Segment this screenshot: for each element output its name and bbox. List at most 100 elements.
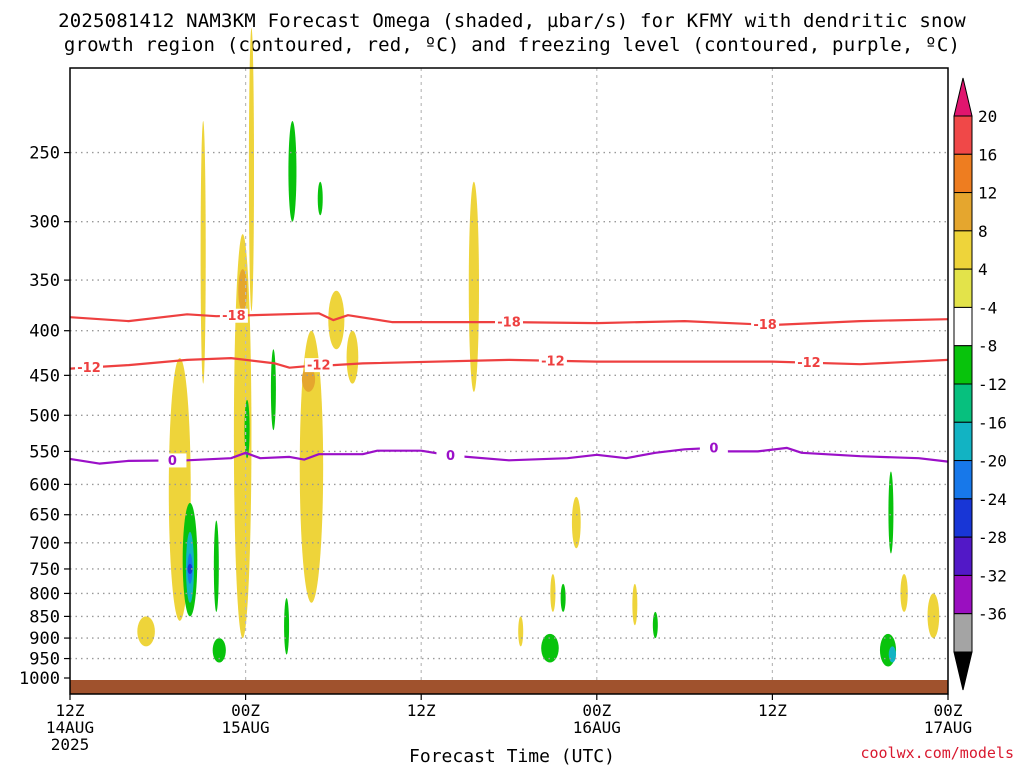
omega-shading-layer <box>137 28 940 667</box>
colorbar-box <box>953 498 973 538</box>
freezing-level-contour-label-bg <box>436 448 465 463</box>
colorbar-box <box>953 383 973 423</box>
colorbar-label: 20 <box>978 107 997 126</box>
x-tick-label: 00Z <box>231 701 260 720</box>
dendritic-contour-label: -18 <box>497 316 521 331</box>
dendritic-contour--12 <box>69 357 949 370</box>
dendritic-contour-label-bg <box>75 360 104 375</box>
omega-region-sinking-24 <box>187 563 193 574</box>
omega-region-rising-1 <box>248 28 255 312</box>
colorbar-top-arrow <box>953 77 973 117</box>
colorbar-label: -20 <box>978 452 1007 471</box>
omega-region-sinking-18 <box>317 181 323 216</box>
x-tick-label: 12Z <box>56 701 85 720</box>
omega-region-rising-12 <box>550 573 556 612</box>
omega-region-sinking-30 <box>652 611 658 639</box>
colorbar-box <box>953 306 973 347</box>
y-tick-label: 700 <box>29 534 60 554</box>
ground-surface <box>70 680 948 694</box>
omega-region-rising-2 <box>233 234 252 639</box>
colorbar-label: 8 <box>978 222 988 241</box>
dendritic-contour-label-bg <box>538 353 567 368</box>
omega-region-sinking-17 <box>288 120 297 222</box>
y-tick-label: 650 <box>29 506 60 526</box>
freezing-level-contour-label: 0 <box>446 449 455 464</box>
y-tick-label: 1000 <box>19 669 60 689</box>
omega-region-sinking-31 <box>888 471 894 554</box>
y-tick-label: 850 <box>29 607 60 627</box>
x-axis-label: Forecast Time (UTC) <box>409 746 615 767</box>
colorbar-label: -32 <box>978 566 1007 585</box>
omega-region-sinking-20 <box>244 399 250 459</box>
dendritic-contour-label: -18 <box>222 309 246 324</box>
dendritic-contour-label-bg <box>751 317 780 332</box>
x-tick-label: 2025 <box>51 735 90 754</box>
dendritic-contour-label: -12 <box>77 361 101 376</box>
y-tick-label: 500 <box>29 406 60 426</box>
omega-region-sinking-33 <box>888 646 897 663</box>
colorbar-box <box>953 192 973 232</box>
y-tick-label: 600 <box>29 475 60 495</box>
omega-region-sinking-28 <box>541 633 559 663</box>
omega-region-rising-5 <box>301 366 316 392</box>
colorbar-label: -16 <box>978 413 1007 432</box>
colorbar-box <box>953 613 973 653</box>
chart-title-line-1: 2025081412 NAM3KM Forecast Omega (shaded… <box>58 10 966 32</box>
y-tick-label: 250 <box>29 144 60 164</box>
colorbar-box <box>953 574 973 615</box>
y-tick-label: 550 <box>29 442 60 462</box>
freezing-level-contour-label-bg <box>158 453 187 468</box>
colorbar-label: 12 <box>978 184 997 203</box>
x-tick-label: 15AUG <box>222 718 270 737</box>
colorbar-box <box>953 345 973 385</box>
colorbar-label: 4 <box>978 260 988 279</box>
freezing-level-contour-0 <box>69 446 949 465</box>
x-tick-label: 12Z <box>407 701 436 720</box>
x-tick-label: 17AUG <box>924 718 972 737</box>
omega-region-rising-9 <box>137 616 155 647</box>
y-tick-label: 400 <box>29 322 60 342</box>
omega-region-sinking-19 <box>270 349 276 431</box>
omega-region-rising-11 <box>571 496 581 549</box>
contour-layer: -18 -18 -18 -12 -12 -12 -12 0 0 0 <box>69 308 949 469</box>
omega-region-rising-10 <box>468 181 480 392</box>
colorbar-label: -12 <box>978 375 1007 394</box>
x-tick-label: 14AUG <box>46 718 94 737</box>
colorbar-box <box>953 460 973 500</box>
omega-region-sinking-26 <box>212 638 226 663</box>
colorbar-box <box>953 153 973 194</box>
omega-region-rising-4 <box>299 330 324 603</box>
omega-region-sinking-29 <box>560 583 566 612</box>
colorbar-box <box>953 268 973 308</box>
x-tick-label: 16AUG <box>573 718 621 737</box>
dendritic-contour-label: -18 <box>753 318 777 333</box>
x-tick-label: 00Z <box>582 701 611 720</box>
y-tick-label: 750 <box>29 560 60 580</box>
y-tick-label: 450 <box>29 366 60 386</box>
colorbar-bottom-arrow <box>953 651 973 691</box>
freezing-level-contour-label: 0 <box>168 454 177 469</box>
chart-title-line-2: growth region (contoured, red, ºC) and f… <box>63 34 961 56</box>
gridlines <box>70 68 948 680</box>
dendritic-contour-label: -12 <box>797 356 821 371</box>
omega-region-rising-14 <box>632 583 638 626</box>
y-axis: 2503003504004505005506006507007508008509… <box>19 144 70 689</box>
colorbar-label: -4 <box>978 298 997 317</box>
omega-region-rising-0 <box>200 120 206 384</box>
y-tick-label: 350 <box>29 271 60 291</box>
plot-frame <box>69 67 949 695</box>
colorbar-label: 16 <box>978 145 997 164</box>
dendritic-contour-label: -12 <box>307 359 331 374</box>
y-tick-label: 900 <box>29 629 60 649</box>
colorbar-label: -8 <box>978 337 997 356</box>
colorbar-label: -24 <box>978 490 1007 509</box>
colorbar-box <box>953 421 973 462</box>
dendritic-contour-label-bg <box>495 315 523 330</box>
freezing-level-contour-label: 0 <box>709 441 718 456</box>
dendritic-contour-label-bg <box>794 355 823 370</box>
colorbar-box <box>953 230 973 270</box>
dendritic-contour-label-bg <box>304 358 333 373</box>
y-tick-label: 800 <box>29 584 60 604</box>
